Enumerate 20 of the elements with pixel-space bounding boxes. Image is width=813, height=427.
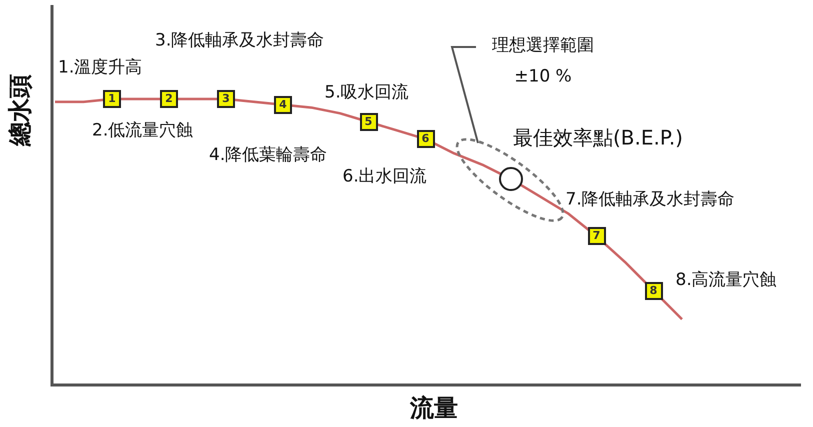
square-icon: 6: [416, 130, 434, 148]
annotation: 2.低流量穴蝕: [92, 120, 194, 140]
annotation: 最佳效率點(B.E.P.): [513, 125, 683, 150]
square-icon: 4: [274, 96, 292, 114]
y-axis-title: 總水頭: [6, 74, 34, 147]
text: 3.降低軸承及水封壽命: [155, 30, 324, 50]
annotation: 4.降低葉輪壽命: [209, 145, 328, 166]
text: 1.溫度升高: [58, 57, 142, 78]
annotation: 6.出水回流: [342, 166, 427, 186]
square-icon: 8: [644, 282, 662, 300]
square-icon: 5: [360, 112, 378, 131]
square-icon: 7: [588, 227, 606, 246]
annotation: 5.吸水回流: [324, 82, 409, 102]
annotation: 8.高流量穴蝕: [676, 270, 777, 290]
square-icon: 2: [160, 90, 178, 108]
x-axis-title: 流量: [409, 394, 458, 422]
square-icon: 1: [103, 90, 121, 108]
text: 理想選擇範圍 ±10 %: [492, 36, 594, 86]
annotation: 7.降低軸承及水封壽命: [566, 190, 735, 210]
square-icon: 3: [217, 90, 235, 108]
